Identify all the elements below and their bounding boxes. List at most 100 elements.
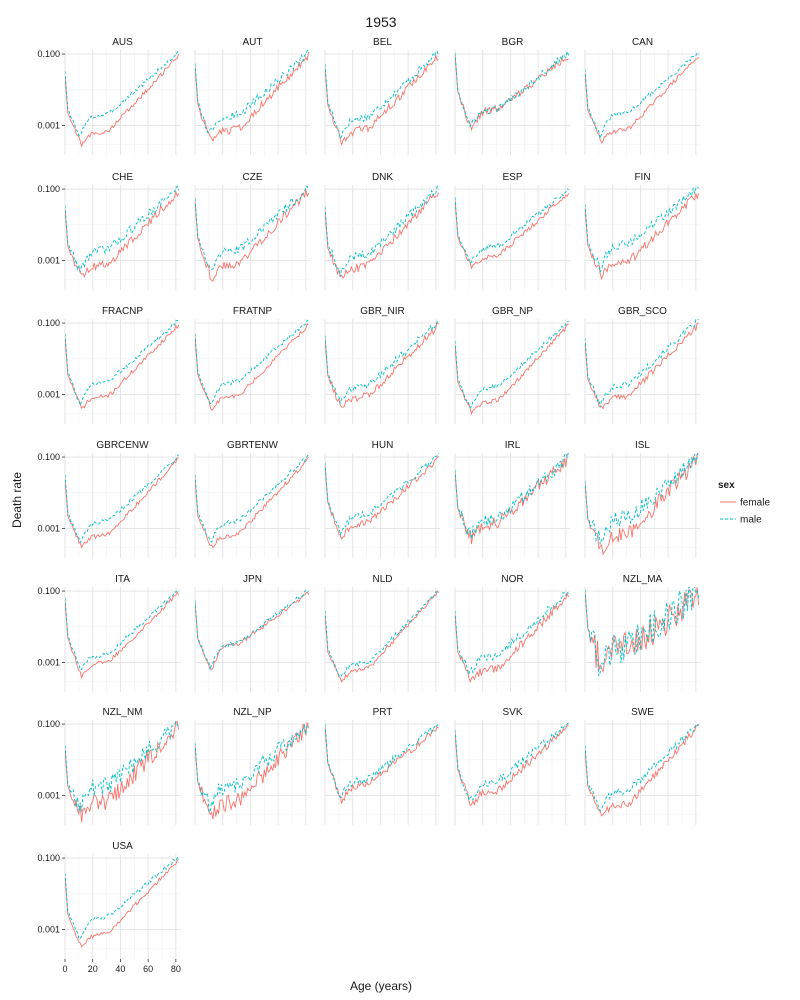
series-line-female: [195, 457, 309, 549]
series-line-female: [325, 192, 440, 279]
panel-gbrcenw: GBRCENW 0.001 0.100: [37, 440, 180, 558]
series-line-male: [195, 50, 309, 133]
series-line-female: [585, 322, 699, 410]
series-line-male: [585, 453, 699, 545]
y-tick-label: 0.100: [37, 719, 60, 729]
panel-label: SWE: [631, 707, 654, 718]
y-tick-label: 0.001: [37, 524, 60, 534]
y-axis-title: Death rate: [10, 472, 24, 528]
series-line-male: [65, 454, 179, 544]
x-tick-label: 80: [171, 964, 181, 974]
legend-label-female: female: [740, 498, 770, 509]
chart-title: 1953: [365, 14, 396, 30]
panel-label: CZE: [243, 172, 263, 183]
panel-label: ISL: [635, 440, 650, 451]
series-line-female: [65, 190, 179, 278]
panel-label: IRL: [505, 440, 521, 451]
panel-ita: ITA 0.001 0.100: [37, 574, 180, 692]
series-line-female: [455, 54, 569, 132]
panel-label: JPN: [243, 574, 262, 585]
series-line-female: [195, 52, 310, 143]
y-tick-label: 0.100: [37, 853, 60, 863]
series-line-male: [325, 320, 439, 404]
series-line-male: [195, 185, 310, 271]
panel-aus: AUS 0.001 0.100: [37, 37, 180, 155]
legend-label-male: male: [740, 515, 762, 526]
panel-nzl-nm: NZL_NM 0.001 0.100: [37, 707, 180, 825]
panel-label: GBR_SCO: [618, 306, 667, 317]
series-line-female: [585, 587, 700, 674]
series-line-female: [585, 453, 699, 556]
y-tick-label: 0.100: [37, 586, 60, 596]
panel-label: NZL_NM: [102, 707, 142, 718]
x-axis-title: Age (years): [350, 979, 412, 993]
panel-nzl-ma: NZL_MA: [584, 574, 700, 692]
panel-hun: HUN: [324, 440, 440, 558]
panel-gbr-nir: GBR_NIR: [324, 306, 440, 424]
panel-label: CAN: [632, 37, 653, 48]
panel-label: FRATNP: [233, 306, 273, 317]
series-line-female: [585, 57, 699, 144]
panel-label: DNK: [372, 172, 393, 183]
series-line-male: [195, 454, 309, 543]
series-line-male: [455, 50, 570, 128]
series-line-male: [325, 591, 439, 678]
series-line-female: [585, 193, 700, 281]
series-line-male: [195, 319, 309, 404]
panel-label: BGR: [502, 37, 524, 48]
panel-label: GBR_NIR: [360, 306, 404, 317]
x-tick-label: 20: [88, 964, 98, 974]
series-line-male: [455, 188, 569, 264]
series-line-male: [325, 185, 439, 277]
series-line-male: [325, 50, 440, 140]
series-line-female: [455, 724, 569, 807]
panel-gbr-np: GBR_NP: [454, 306, 570, 424]
series-line-male: [195, 723, 309, 814]
panel-label: GBR_NP: [492, 306, 533, 317]
y-tick-label: 0.001: [37, 390, 60, 400]
panel-fratnp: FRATNP: [194, 306, 310, 424]
series-line-male: [585, 319, 699, 408]
legend-title: sex: [718, 480, 735, 491]
y-tick-label: 0.001: [37, 791, 60, 801]
panel-gbr-sco: GBR_SCO: [584, 306, 700, 424]
series-line-male: [585, 587, 700, 677]
series-line-female: [455, 453, 569, 545]
panel-label: FRACNP: [102, 306, 143, 317]
series-line-male: [585, 185, 699, 274]
series-line-male: [65, 319, 179, 407]
panel-svk: SVK: [454, 707, 570, 825]
panel-esp: ESP: [454, 172, 570, 290]
panel-usa: USA 0.001 0.100 0 20 40 60 80: [37, 841, 180, 974]
series-line-male: [455, 453, 569, 539]
series-line-female: [65, 720, 180, 823]
y-tick-label: 0.100: [37, 184, 60, 194]
panel-label: SVK: [502, 707, 522, 718]
panel-label: NZL_NP: [233, 707, 272, 718]
y-tick-label: 0.100: [37, 452, 60, 462]
panel-label: HUN: [372, 440, 394, 451]
panel-bel: BEL: [324, 37, 440, 155]
panel-can: CAN: [584, 37, 700, 155]
series-line-female: [325, 590, 439, 683]
x-tick-label: 40: [115, 964, 125, 974]
panel-dnk: DNK: [324, 172, 440, 290]
panel-jpn: JPN: [194, 574, 310, 692]
series-line-male: [65, 50, 179, 137]
panel-label: CHE: [112, 172, 133, 183]
y-tick-label: 0.001: [37, 925, 60, 935]
series-line-female: [325, 725, 439, 804]
series-line-male: [325, 724, 439, 798]
panel-label: NZL_MA: [623, 574, 663, 585]
x-tick-label: 0: [62, 964, 67, 974]
y-tick-label: 0.100: [37, 318, 60, 328]
legend: sex female male: [718, 480, 770, 526]
panel-label: GBRCENW: [96, 440, 149, 451]
panel-isl: ISL: [584, 440, 700, 558]
panel-label: NLD: [372, 574, 392, 585]
series-line-male: [65, 589, 179, 671]
panel-label: AUS: [112, 37, 133, 48]
series-line-female: [65, 858, 179, 948]
series-line-male: [65, 185, 180, 272]
